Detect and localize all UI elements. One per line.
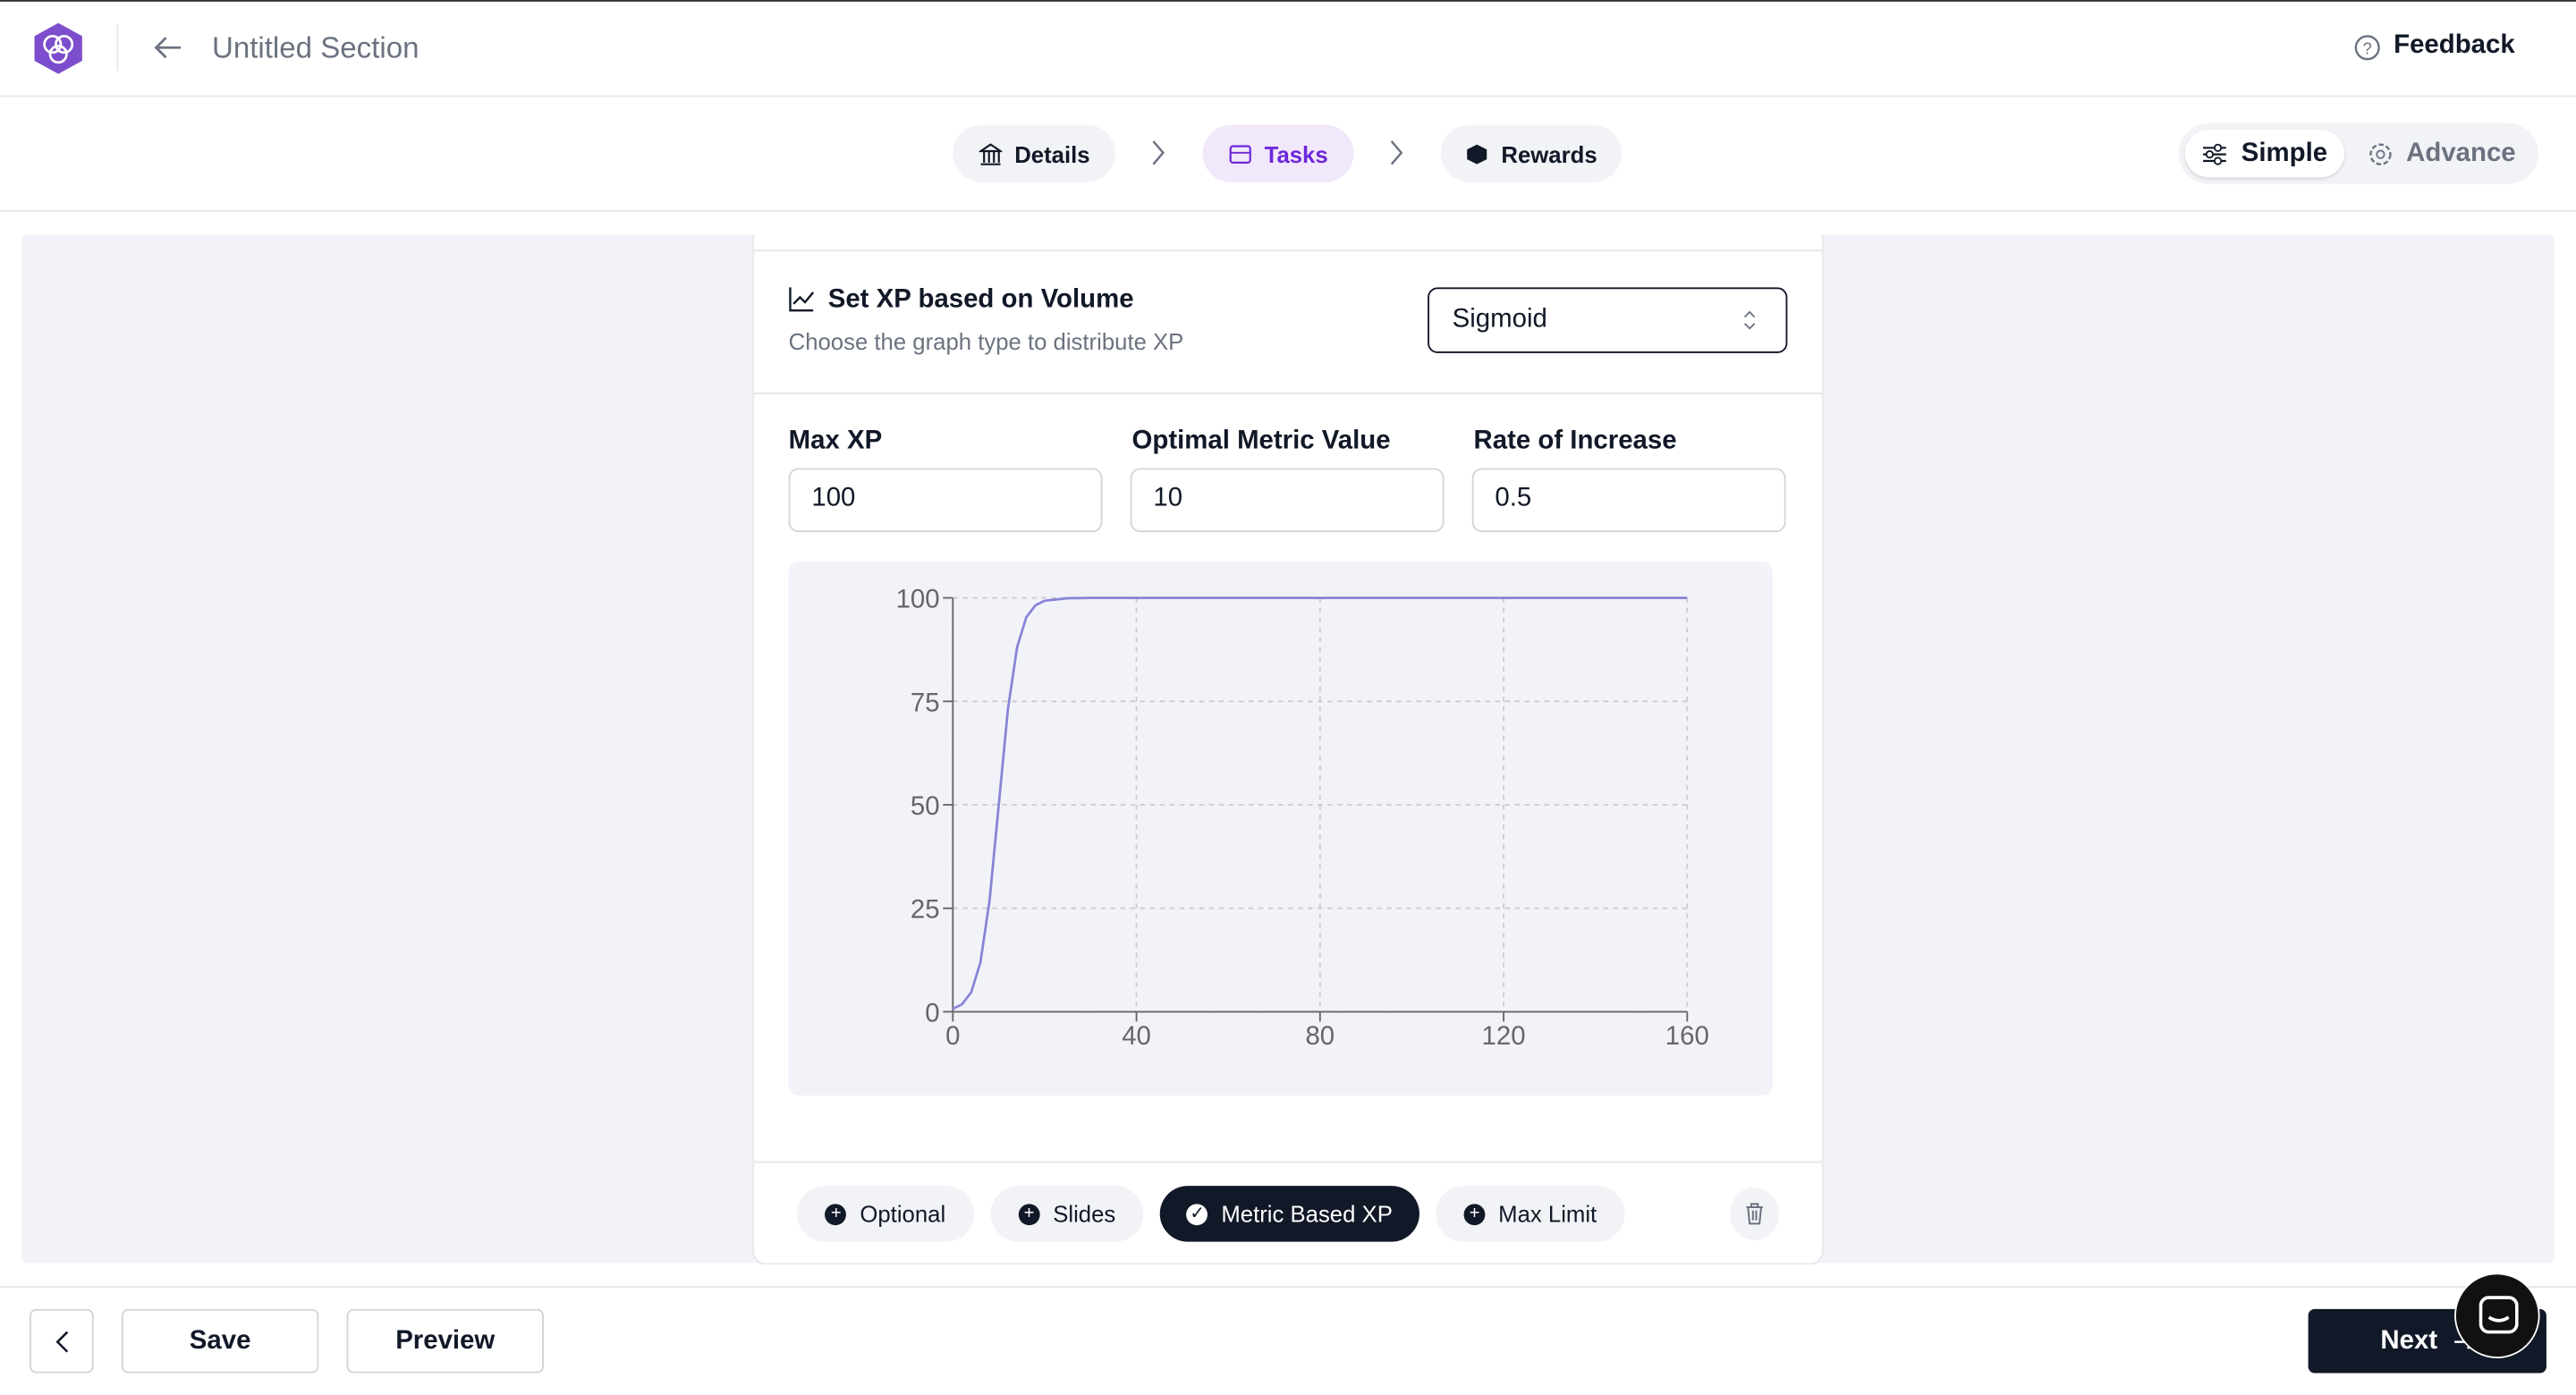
field-input[interactable]: 100	[788, 468, 1103, 533]
preview-button[interactable]: Preview	[346, 1308, 544, 1374]
card-title: Set XP based on Volume	[827, 285, 1134, 314]
mode-label: Advance	[2406, 139, 2516, 167]
step-label: Rewards	[1501, 140, 1597, 167]
tag-slides[interactable]: + Slides	[990, 1186, 1144, 1242]
x-tick-label: 160	[1665, 1021, 1709, 1051]
step-label: Tasks	[1264, 140, 1328, 167]
feedback[interactable]: Feedback	[2394, 30, 2515, 60]
tag-metric-xp[interactable]: ✓ Metric Based XP	[1159, 1186, 1419, 1242]
xp-chart: 0 25 50 75 100 0 40 80 120 160	[788, 562, 1773, 1096]
svg-text:?: ?	[2363, 39, 2372, 58]
chevron	[1390, 140, 1403, 165]
graph-type-select[interactable]: Sigmoid	[1428, 287, 1788, 353]
divider	[0, 1286, 2576, 1288]
field-label: Rate of Increase	[1473, 427, 1677, 455]
x-tick-label: 80	[1305, 1021, 1335, 1051]
prev-button[interactable]	[30, 1308, 94, 1374]
divider	[0, 210, 2576, 212]
chat-launcher[interactable]	[2454, 1272, 2540, 1358]
tag-optional[interactable]: + Optional	[796, 1186, 975, 1242]
mode-simple[interactable]: Simple	[2184, 130, 2345, 178]
mode-label: Simple	[2241, 139, 2328, 167]
y-tick-label: 0	[925, 998, 939, 1027]
divider	[752, 249, 1824, 252]
x-tick-label: 120	[1482, 1021, 1526, 1051]
save-button[interactable]: Save	[121, 1308, 319, 1374]
field-input[interactable]: 10	[1130, 468, 1445, 533]
step-tasks[interactable]: Tasks	[1202, 124, 1354, 182]
mode-advance[interactable]: Advance	[2352, 130, 2529, 177]
divider	[752, 392, 1824, 394]
y-tick-label: 100	[896, 585, 940, 614]
field-label: Optimal Metric Value	[1131, 427, 1391, 455]
step-details[interactable]: Details	[953, 124, 1116, 182]
y-tick-label: 75	[911, 688, 940, 717]
y-tick-label: 50	[911, 791, 940, 821]
logo[interactable]	[33, 21, 84, 76]
step-label: Details	[1014, 140, 1090, 167]
next-label: Next	[2380, 1326, 2438, 1355]
tag-max-limit[interactable]: + Max Limit	[1436, 1186, 1625, 1242]
field-label: Max XP	[788, 427, 883, 455]
y-tick-label: 25	[911, 895, 940, 925]
tag-label: Optional	[860, 1200, 946, 1228]
x-tick-label: 40	[1122, 1021, 1151, 1051]
help-icon: ?	[2354, 35, 2380, 61]
x-tick-label: 0	[945, 1021, 960, 1051]
delete-button[interactable]	[1730, 1187, 1780, 1240]
data-line	[952, 596, 1688, 1010]
tag-label: Slides	[1053, 1200, 1116, 1228]
divider	[0, 95, 2576, 97]
step-rewards[interactable]: Rewards	[1440, 124, 1622, 182]
section-title: Untitled Section	[211, 30, 419, 64]
chart-icon	[789, 287, 815, 312]
divider	[752, 1161, 1824, 1163]
card-subtitle: Choose the graph type to distribute XP	[788, 328, 1184, 355]
tag-label: Max Limit	[1498, 1200, 1597, 1228]
top-edge	[0, 0, 2576, 2]
divider	[116, 24, 119, 71]
tag-label: Metric Based XP	[1221, 1200, 1393, 1228]
chevron	[1152, 140, 1165, 165]
field-input[interactable]: 0.5	[1471, 468, 1786, 533]
select-value: Sigmoid	[1452, 305, 1547, 334]
back-arrow[interactable]	[153, 35, 182, 61]
